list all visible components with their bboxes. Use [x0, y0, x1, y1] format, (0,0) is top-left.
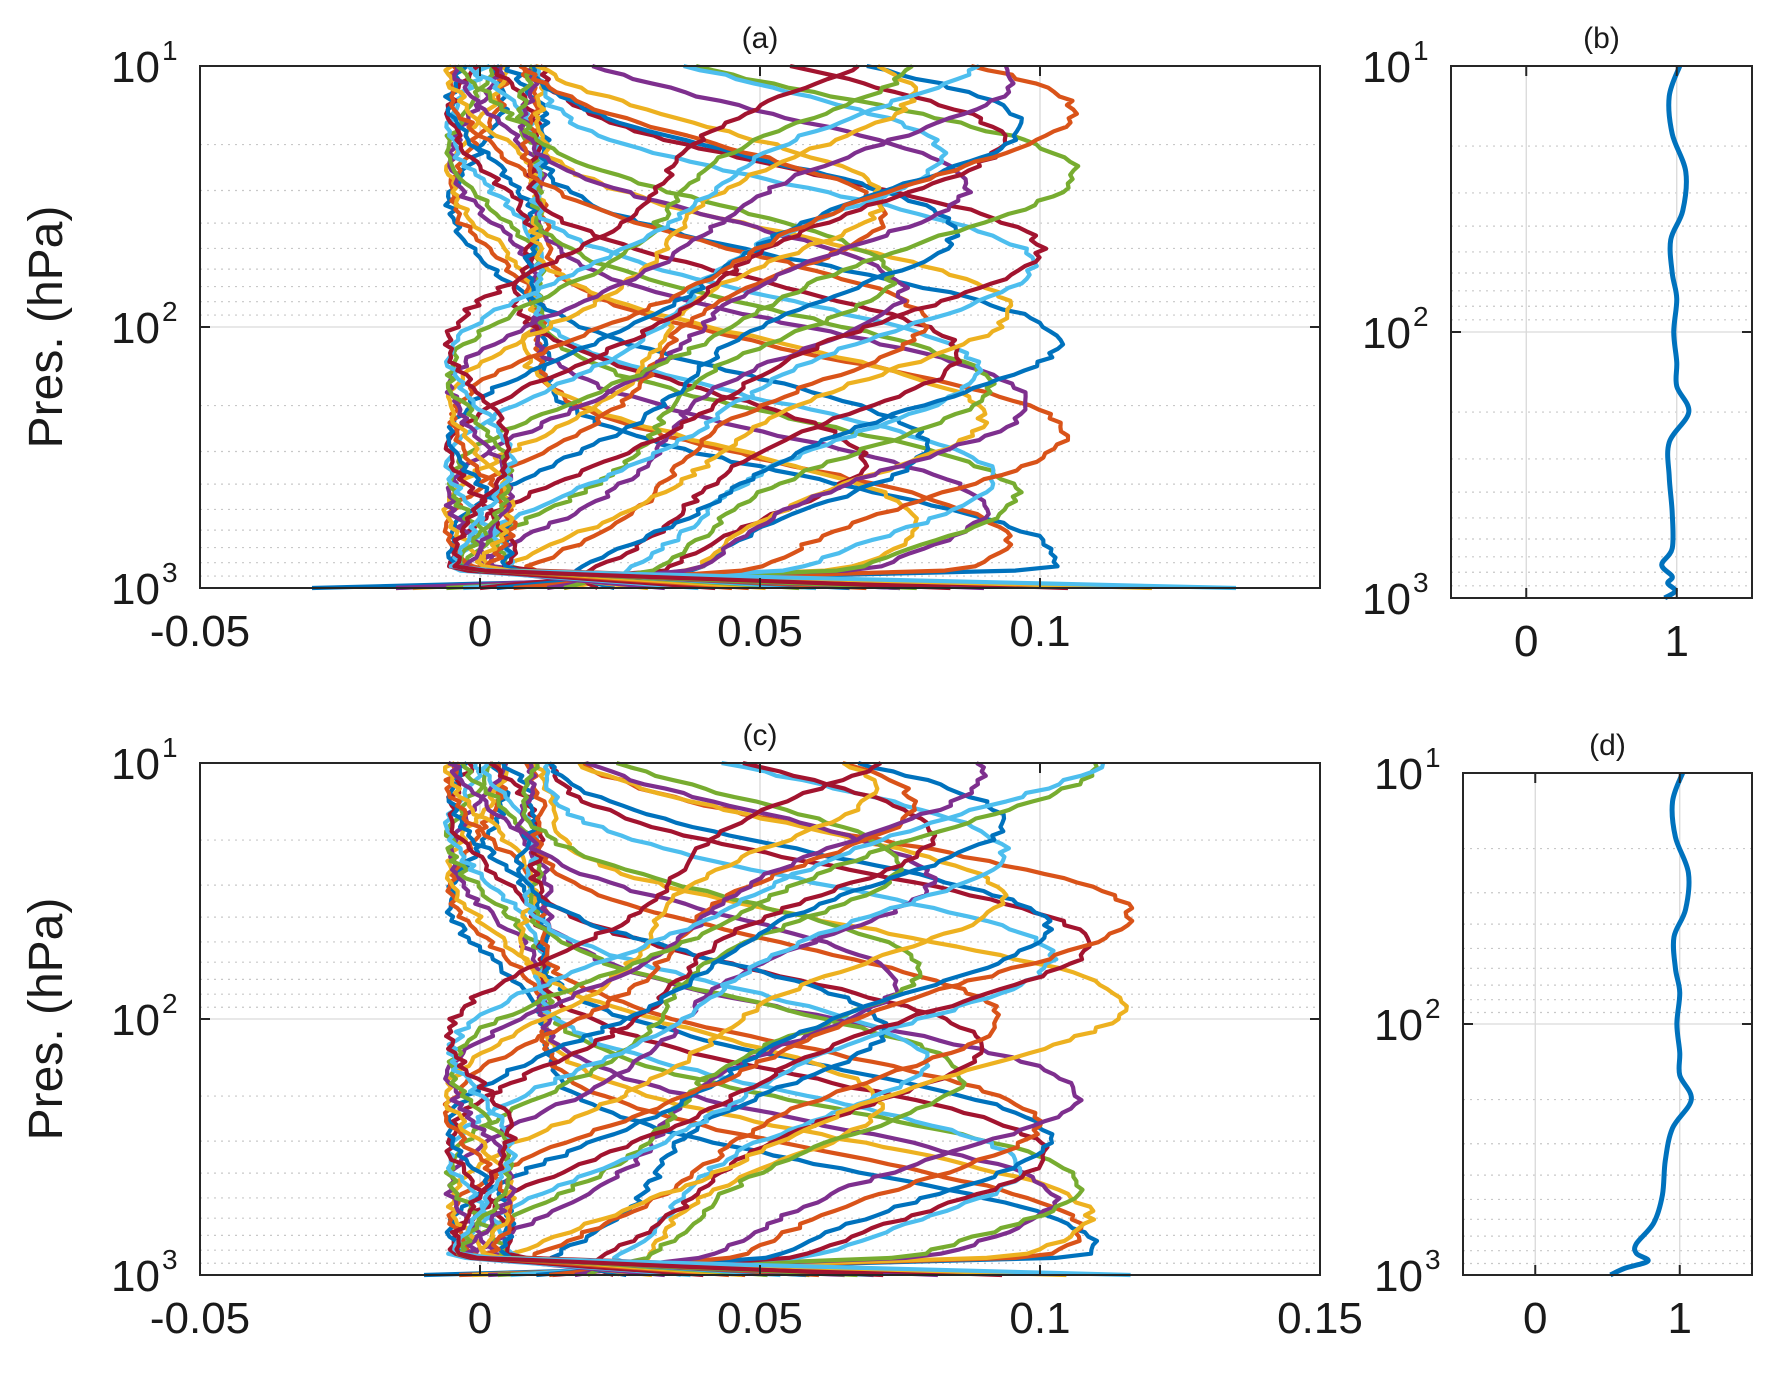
y-tick-label: 10 3 — [111, 557, 178, 614]
y-tick-base: 10 — [1374, 1001, 1423, 1050]
ensemble-profile-line — [443, 64, 985, 591]
ensemble-profile-line — [518, 64, 930, 591]
ensemble-profile-line — [446, 761, 1050, 1278]
ensemble-profile-line — [446, 761, 1059, 1278]
ensemble-profile-line — [444, 64, 917, 591]
y-tick-exponent: 3 — [162, 557, 178, 588]
y-tick-base: 10 — [111, 996, 160, 1045]
ensemble-profile-line — [442, 761, 1024, 1278]
ensemble-profile-line — [447, 63, 1079, 591]
y-tick-base: 10 — [1374, 750, 1423, 799]
ensemble-profile-line — [446, 63, 1081, 591]
ensemble-profile-line — [443, 761, 1044, 1278]
y-tick-base: 10 — [111, 304, 160, 353]
y-tick-label: 10 1 — [111, 35, 178, 92]
ensemble-profile-line — [455, 64, 898, 591]
x-tick-label: 0.05 — [717, 607, 803, 656]
y-tick-label: 10 1 — [1374, 742, 1441, 799]
ensemble-profile-line — [444, 760, 1003, 1278]
ensemble-profile-line — [473, 762, 900, 1278]
ensemble-profile-line — [441, 64, 885, 591]
x-tick-label: 0.15 — [1277, 1294, 1363, 1343]
x-tick-label: 1 — [1668, 1294, 1692, 1343]
ensemble-profile-line — [442, 64, 951, 591]
ensemble-profile-line — [446, 762, 1131, 1278]
ensemble-profile-line — [446, 762, 1099, 1278]
panel-title: (b) — [1583, 22, 1620, 55]
y-tick-exponent: 3 — [1413, 567, 1429, 598]
ensemble-profile-line — [443, 761, 988, 1278]
ensemble-profile-line — [442, 760, 918, 1278]
ensemble-profile-line — [443, 761, 885, 1277]
x-tick-label: 0 — [468, 1294, 492, 1343]
x-tick-label: -0.05 — [150, 607, 250, 656]
y-tick-label: 10 2 — [111, 988, 178, 1045]
y-tick-exponent: 1 — [162, 35, 178, 66]
x-tick-label: 0.05 — [717, 1294, 803, 1343]
y-tick-label: 10 2 — [1362, 301, 1429, 358]
frames-layer — [199, 65, 1753, 1276]
ensemble-profile-line — [443, 64, 990, 591]
y-tick-label: 10 2 — [111, 296, 178, 353]
y-tick-exponent: 1 — [1413, 35, 1429, 66]
y-tick-base: 10 — [111, 1252, 160, 1301]
y-tick-base: 10 — [1362, 43, 1411, 92]
y-tick-base: 10 — [1362, 309, 1411, 358]
ensemble-profile-line — [501, 762, 889, 1278]
y-tick-base: 10 — [111, 565, 160, 614]
x-tick-label: 0 — [1523, 1294, 1547, 1343]
y-tick-label: 10 2 — [1374, 993, 1441, 1050]
y-tick-label: 10 1 — [111, 732, 178, 789]
ensemble-profile-line — [444, 760, 1011, 1278]
x-tick-label: 0.1 — [1009, 607, 1070, 656]
panel-title: (a) — [742, 22, 779, 55]
mean-profile-line — [1609, 772, 1694, 1278]
y-tick-label: 10 3 — [111, 1244, 178, 1301]
ensemble-profile-line — [472, 64, 910, 591]
y-tick-label: 10 1 — [1362, 35, 1429, 92]
y-tick-exponent: 2 — [162, 988, 178, 1019]
y-tick-base: 10 — [111, 740, 160, 789]
y-tick-base: 10 — [1362, 575, 1411, 624]
lines-layer — [311, 63, 1694, 1278]
y-tick-label: 10 3 — [1362, 567, 1429, 624]
x-tick-label: 1 — [1665, 617, 1689, 666]
y-tick-exponent: 2 — [162, 296, 178, 327]
ensemble-profile-line — [448, 65, 1039, 591]
mean-profile-line — [1659, 65, 1692, 601]
ensemble-profile-line — [444, 761, 884, 1278]
x-tick-label: 0 — [1514, 617, 1538, 666]
y-axis-label: Pres. (hPa) — [20, 898, 73, 1141]
y-tick-exponent: 1 — [162, 732, 178, 763]
ensemble-profile-line — [443, 64, 931, 591]
ensemble-profile-line — [444, 64, 1237, 591]
ensemble-profile-line — [444, 761, 1054, 1278]
x-tick-label: 0 — [468, 607, 492, 656]
y-axis-label: Pres. (hPa) — [20, 206, 73, 449]
y-tick-exponent: 3 — [162, 1244, 178, 1275]
ensemble-profile-line — [447, 762, 1092, 1278]
ensemble-profile-line — [447, 64, 1049, 591]
grid-layer — [199, 65, 1752, 1276]
ensemble-profile-line — [444, 65, 1024, 591]
y-tick-label: 10 3 — [1374, 1244, 1441, 1301]
y-tick-exponent: 2 — [1425, 993, 1441, 1024]
panel-title: (d) — [1589, 729, 1626, 762]
x-tick-label: 0.1 — [1009, 1294, 1070, 1343]
y-tick-exponent: 3 — [1425, 1244, 1441, 1275]
x-tick-label: -0.05 — [150, 1294, 250, 1343]
ensemble-profile-line — [446, 64, 1071, 591]
panel-title: (c) — [743, 719, 778, 752]
y-tick-exponent: 1 — [1425, 742, 1441, 773]
y-tick-base: 10 — [1374, 1252, 1423, 1301]
y-tick-exponent: 2 — [1413, 301, 1429, 332]
ensemble-profile-line — [445, 64, 1153, 591]
ensemble-profile-line — [443, 63, 949, 591]
y-tick-base: 10 — [111, 43, 160, 92]
ensemble-profile-line — [501, 64, 1014, 591]
